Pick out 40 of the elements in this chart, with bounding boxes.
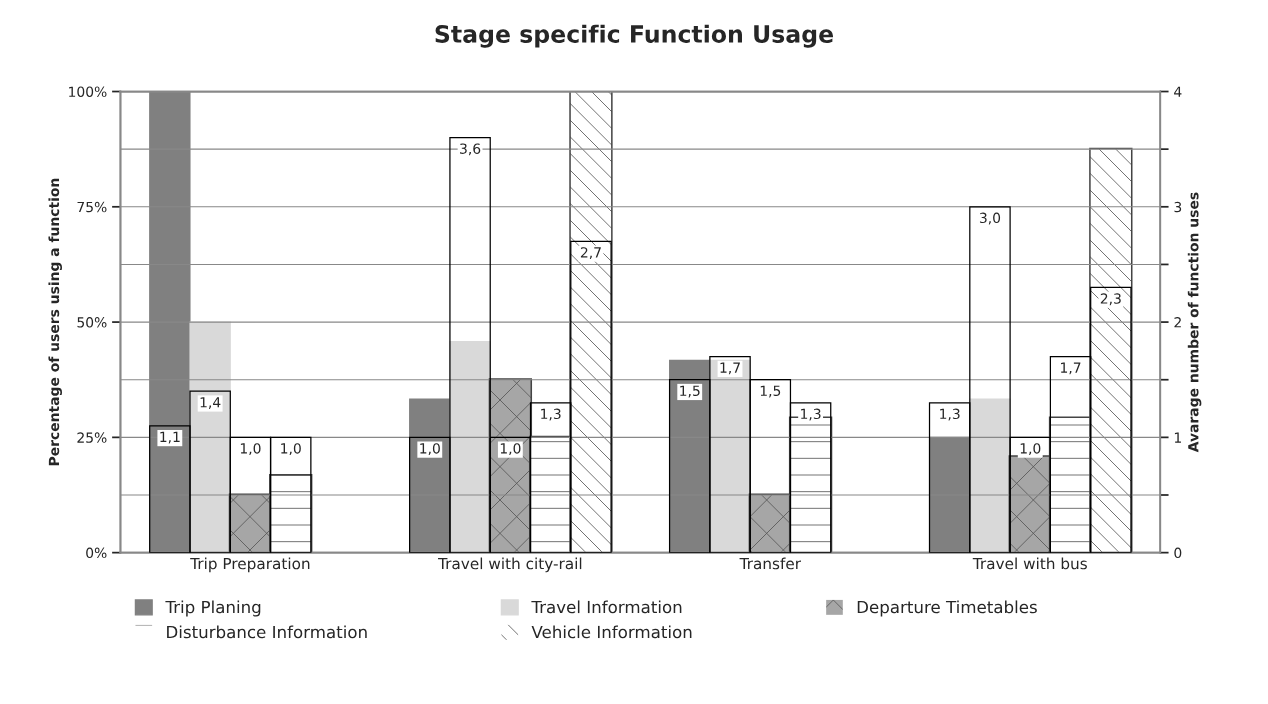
x-tick-label: Travel with city-rail [438, 557, 582, 573]
y-tick-label: 100% [69, 86, 107, 97]
data-label: 1,3 [940, 408, 960, 421]
data-label: 1,1 [160, 431, 180, 444]
y-tick-label: 0% [86, 547, 107, 559]
data-label: 1,4 [200, 397, 221, 409]
data-label: 1,7 [720, 362, 740, 375]
data-label: 1,7 [1061, 362, 1081, 375]
legend-label: Vehicle Information [531, 625, 692, 639]
y-tick-label: 50% [77, 317, 107, 328]
y-tick-label: 25% [77, 432, 107, 443]
x-tick-label: Travel with bus [972, 557, 1087, 570]
legend-label: Travel Information [531, 600, 682, 614]
data-label: 1,3 [801, 408, 821, 421]
data-label: 1,0 [500, 443, 521, 456]
legend-label: Trip Planing [165, 600, 261, 617]
legend-label: Disturbance Information [167, 625, 367, 639]
data-label: 2,7 [580, 247, 601, 260]
data-label: 1,0 [420, 443, 440, 456]
x-tick-label: Trip Preparation [190, 557, 310, 573]
x-tick-label: Transfer [739, 557, 802, 570]
data-label: 1,0 [1020, 443, 1041, 456]
data-label: 1,3 [541, 408, 561, 421]
data-label: 3,0 [979, 212, 1001, 225]
y2-tick-label: 0 [1174, 547, 1182, 559]
y2-tick-label: 2 [1174, 317, 1181, 328]
data-label: 1,5 [760, 385, 781, 398]
chart-title: Stage specific Function Usage [435, 24, 833, 48]
y2-tick-label: 3 [1174, 201, 1182, 213]
y-axis-title: Percentage of users using a function [48, 178, 62, 466]
y-tick-label: 75% [77, 201, 107, 213]
y2-axis-title: Avarage number of function uses [1187, 192, 1202, 453]
data-label: 3,6 [460, 143, 481, 156]
legend-label: Departure Timetables [857, 600, 1037, 617]
data-label: 1,0 [281, 443, 301, 456]
y2-tick-label: 4 [1174, 86, 1182, 97]
y2-tick-label: 1 [1174, 432, 1181, 443]
data-label: 1,0 [240, 443, 261, 456]
data-label: 2,3 [1100, 293, 1121, 306]
data-label: 1,5 [680, 385, 700, 398]
